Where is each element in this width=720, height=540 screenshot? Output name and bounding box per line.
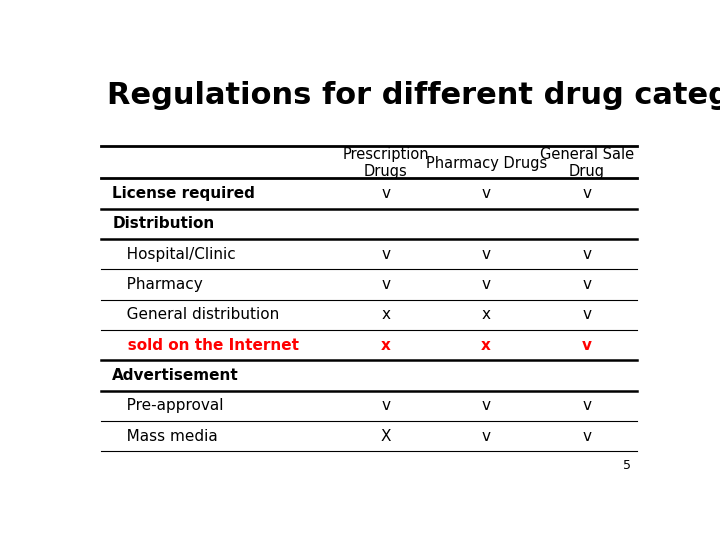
Text: X: X [380, 429, 391, 444]
Text: v: v [382, 399, 390, 414]
Text: General Sale
Drug: General Sale Drug [539, 147, 634, 179]
Text: Advertisement: Advertisement [112, 368, 239, 383]
Text: v: v [582, 338, 592, 353]
Text: v: v [582, 247, 591, 262]
Text: v: v [482, 399, 491, 414]
Text: v: v [582, 186, 591, 201]
Text: Pre-approval: Pre-approval [112, 399, 224, 414]
Text: v: v [382, 247, 390, 262]
Text: x: x [381, 338, 391, 353]
Text: v: v [482, 186, 491, 201]
Text: x: x [482, 307, 491, 322]
Text: x: x [382, 307, 390, 322]
Text: v: v [482, 247, 491, 262]
Text: v: v [582, 399, 591, 414]
Text: Regulations for different drug categories: Regulations for different drug categorie… [107, 82, 720, 111]
Text: 5: 5 [624, 460, 631, 472]
Text: Pharmacy: Pharmacy [112, 277, 203, 292]
Text: v: v [382, 277, 390, 292]
Text: sold on the Internet: sold on the Internet [112, 338, 300, 353]
Text: Prescription
Drugs: Prescription Drugs [343, 147, 429, 179]
Text: v: v [382, 186, 390, 201]
Text: Mass media: Mass media [112, 429, 218, 444]
Text: v: v [482, 429, 491, 444]
Text: v: v [582, 429, 591, 444]
Text: General distribution: General distribution [112, 307, 279, 322]
Text: v: v [582, 277, 591, 292]
Text: License required: License required [112, 186, 255, 201]
Text: x: x [481, 338, 491, 353]
Text: v: v [482, 277, 491, 292]
Text: Hospital/Clinic: Hospital/Clinic [112, 247, 236, 262]
Text: Pharmacy Drugs: Pharmacy Drugs [426, 156, 546, 171]
Text: Distribution: Distribution [112, 217, 215, 231]
Text: v: v [582, 307, 591, 322]
